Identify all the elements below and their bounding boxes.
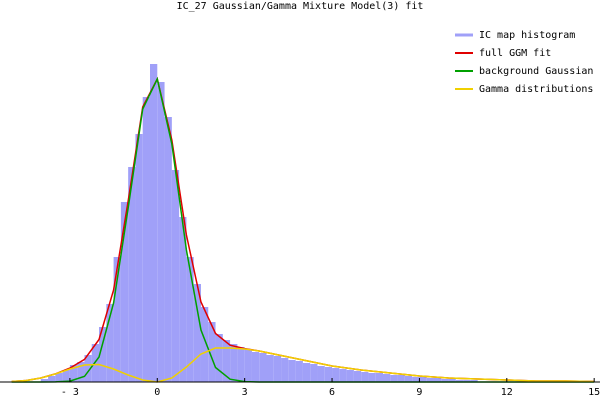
x-tick-label: 0 xyxy=(154,387,160,398)
histogram-bar xyxy=(273,356,282,382)
histogram-bar xyxy=(390,375,398,382)
legend-label: IC map histogram xyxy=(479,30,575,41)
histogram-bar xyxy=(208,322,216,382)
histogram-bar xyxy=(77,362,85,382)
histogram-bar xyxy=(230,344,238,382)
histogram-bar xyxy=(463,380,471,382)
histogram-bar xyxy=(441,379,449,382)
histogram-bar xyxy=(310,364,318,382)
histogram-bar xyxy=(215,334,223,382)
histogram-bar xyxy=(332,368,340,382)
histogram-bar xyxy=(375,373,384,382)
histogram-bar xyxy=(113,257,121,382)
legend-label: full GGM fit xyxy=(479,48,551,59)
x-tick-label: 3 xyxy=(242,387,248,398)
legend-label: Gamma distributions xyxy=(479,84,593,95)
histogram-bar xyxy=(353,371,362,382)
x-tick-label: - 3 xyxy=(61,387,79,398)
histogram-bar xyxy=(433,378,442,382)
histogram-bar xyxy=(84,355,92,382)
histogram-bar xyxy=(426,378,434,382)
fit-line xyxy=(11,347,595,383)
histogram-bar xyxy=(120,202,129,382)
histogram-bar xyxy=(383,374,391,382)
histogram-bar xyxy=(193,284,201,382)
histogram-bar xyxy=(237,347,245,382)
histogram-bar xyxy=(128,167,136,382)
histogram-bar xyxy=(171,170,180,382)
histogram-bar xyxy=(302,363,311,382)
histogram-bar xyxy=(397,375,405,382)
histogram-bar xyxy=(448,379,456,382)
histogram-bar xyxy=(361,372,369,382)
histogram-bar xyxy=(135,134,143,382)
histogram-bar xyxy=(142,97,150,382)
histogram-bar xyxy=(404,376,413,382)
legend-label: background Gaussian xyxy=(479,66,593,77)
histogram-bar xyxy=(179,217,187,382)
x-tick-label: 15 xyxy=(588,387,600,398)
histogram-bar xyxy=(69,365,78,382)
histogram-bar xyxy=(48,376,56,382)
x-tick-label: 9 xyxy=(416,387,422,398)
histogram-bar xyxy=(251,352,260,382)
histogram-bar xyxy=(266,355,274,382)
histogram-bar xyxy=(157,82,165,382)
fit-line xyxy=(11,76,595,383)
histogram-bar xyxy=(222,340,231,382)
histogram-bar xyxy=(324,367,333,382)
histogram-bar xyxy=(244,349,252,382)
histogram-bar xyxy=(55,373,63,382)
histogram-bar xyxy=(317,366,325,382)
histogram-bar xyxy=(346,370,354,382)
histogram-bar xyxy=(339,369,347,382)
histogram-bar xyxy=(412,377,420,382)
histogram-bar xyxy=(281,358,289,382)
histogram-bar xyxy=(99,327,107,382)
histogram-bar xyxy=(368,373,376,382)
histogram-bar xyxy=(259,353,267,382)
x-tick-label: 6 xyxy=(329,387,335,398)
histogram-bar xyxy=(164,117,172,382)
histogram-bar xyxy=(455,380,464,382)
chart-title: IC_27 Gaussian/Gamma Mixture Model(3) fi… xyxy=(177,1,424,12)
histogram-bar xyxy=(40,379,49,382)
fit-line xyxy=(11,76,595,383)
histogram-bar xyxy=(288,360,296,382)
histogram-bar xyxy=(419,377,427,382)
histogram-bar xyxy=(106,304,114,382)
histogram-bar xyxy=(186,257,194,382)
histogram-bar xyxy=(62,370,70,382)
histogram-bar xyxy=(200,307,209,382)
x-tick-label: 12 xyxy=(501,387,513,398)
histogram-bar xyxy=(150,64,158,382)
histogram-bar xyxy=(470,380,478,382)
histogram-bar xyxy=(295,361,303,382)
